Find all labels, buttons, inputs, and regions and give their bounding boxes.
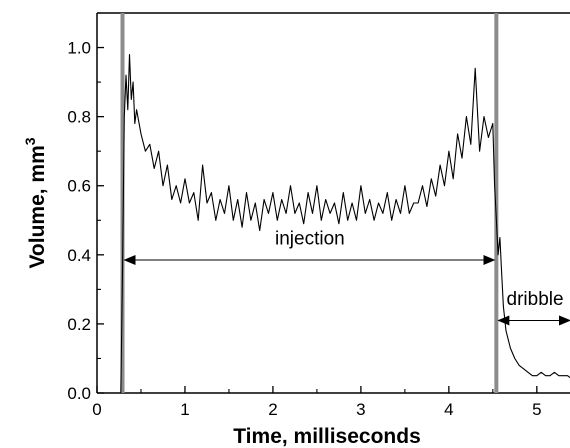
x-tick-label: 5: [532, 400, 541, 419]
y-axis-title: Volume, mm3: [22, 137, 49, 268]
svg-text:Volume, mm3: Volume, mm3: [22, 137, 49, 268]
y-tick-label: 0.6: [67, 177, 91, 196]
x-tick-label: 1: [180, 400, 189, 419]
y-axis-unit-superscript: 3: [22, 137, 38, 145]
y-axis-label: Volume, mm: [26, 145, 49, 268]
y-tick-label: 0.4: [67, 246, 91, 265]
plot-area: 0 1 2 3 4 5 0.0 0.2 0.4 0.6 0.8 1.0 injection dribble: [67, 12, 570, 419]
y-tick-label: 0.0: [67, 384, 91, 403]
x-tick-label: 0: [92, 400, 101, 419]
annotation-label: dribble: [507, 289, 564, 310]
x-tick-label: 4: [444, 400, 453, 419]
y-tick-label: 0.2: [67, 315, 91, 334]
x-axis-title: Time, milliseconds: [233, 425, 421, 448]
x-tick-label: 2: [268, 400, 277, 419]
y-tick-label: 1.0: [67, 39, 91, 58]
y-tick-label: 0.8: [67, 108, 91, 127]
volume-series-line: [120, 53, 570, 394]
annotation-label: injection: [275, 228, 345, 249]
x-tick-label: 3: [356, 400, 365, 419]
